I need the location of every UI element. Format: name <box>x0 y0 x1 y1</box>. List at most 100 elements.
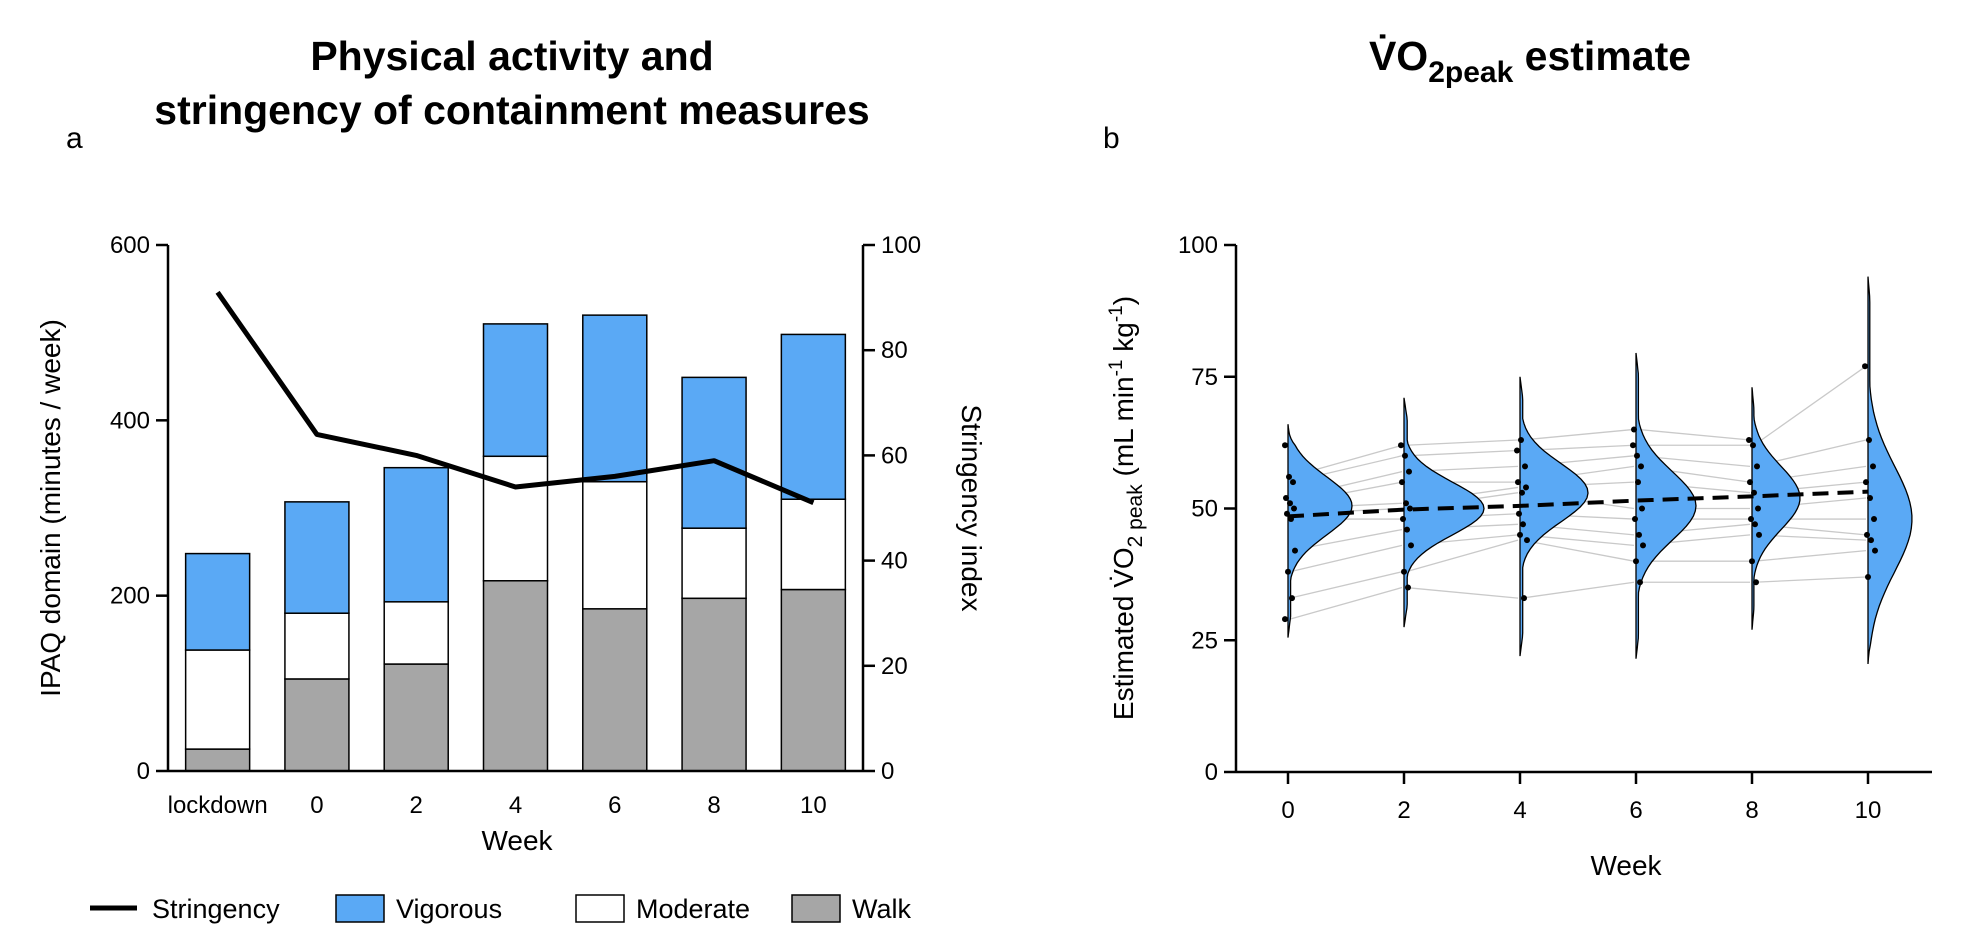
violin-week-6 <box>1635 352 1697 659</box>
panel-b-x-label: Week <box>1590 850 1662 881</box>
bar-vigorous-lockdown <box>184 552 251 651</box>
panel-b-y-label-exp1: -1 <box>1106 360 1127 377</box>
data-point <box>1516 510 1522 517</box>
x-tick-label: 6 <box>1629 797 1642 824</box>
data-point <box>1518 436 1524 443</box>
bar-moderate-4 <box>482 455 549 582</box>
data-point <box>1862 363 1868 370</box>
data-point <box>1637 579 1643 586</box>
legend-vigorous-label: Vigorous <box>396 894 502 924</box>
data-point <box>1291 505 1297 512</box>
data-point <box>1756 531 1762 538</box>
data-point <box>1868 537 1874 544</box>
y2-tick-label: 40 <box>881 548 908 575</box>
panel-a-letter: a <box>66 122 83 155</box>
data-point <box>1520 521 1526 528</box>
panel-a-y2-label: Stringency index <box>956 404 987 611</box>
x-tick-label: 8 <box>707 792 720 819</box>
panel-b-title: V̇O2peak estimate <box>1369 33 1691 89</box>
x-tick-label: 4 <box>1513 797 1526 824</box>
x-tick-label: 0 <box>310 792 323 819</box>
panel-b-y-label-sub: 2 peak <box>1124 484 1147 548</box>
y-tick-label: 0 <box>1205 759 1218 786</box>
panel-b-x-ticks: 0 2 4 6 8 10 <box>1281 772 1881 824</box>
data-point <box>1749 558 1755 565</box>
subject-connect-line <box>1289 544 1403 573</box>
legend-moderate-label: Moderate <box>636 894 750 924</box>
panel-b-points <box>1282 363 1878 623</box>
bar-walk-4 <box>482 580 549 772</box>
data-point <box>1630 442 1636 449</box>
data-point <box>1640 542 1646 549</box>
panel-b-y-label-close: ) <box>1108 296 1139 305</box>
data-point <box>1519 489 1525 496</box>
subject-connect-line <box>1405 439 1519 446</box>
panel-b-title-rest: estimate <box>1513 33 1691 79</box>
violin-week-8 <box>1751 387 1801 630</box>
panel-b-violins <box>1287 276 1913 665</box>
bar-walk-8 <box>681 597 747 772</box>
bar-vigorous-8 <box>681 376 747 529</box>
data-point <box>1750 442 1756 449</box>
data-point <box>1524 537 1530 544</box>
violin-week-4 <box>1519 376 1589 657</box>
violin-week-10 <box>1867 276 1913 665</box>
y2-tick-label: 80 <box>881 337 908 364</box>
panel-b-title-sub: 2peak <box>1428 56 1513 89</box>
data-point <box>1521 595 1527 602</box>
data-point <box>1282 616 1288 623</box>
data-point <box>1865 574 1871 581</box>
data-point <box>1403 500 1409 507</box>
panel-a-x-label: Week <box>481 825 553 856</box>
data-point <box>1867 494 1873 501</box>
data-point <box>1631 426 1637 433</box>
bar-walk-2 <box>383 663 449 772</box>
data-point <box>1283 494 1289 501</box>
panel-b-y-label: Estimated V̇O2 peak (mL min-1 kg-1) <box>1106 296 1147 720</box>
data-point <box>1290 479 1296 486</box>
mean-trend-line <box>1287 489 1869 519</box>
data-point <box>1639 505 1645 512</box>
subject-connect-line <box>1405 586 1519 599</box>
x-tick-label: 0 <box>1281 797 1294 824</box>
panel-b-violin-chart: V̇O2peak estimate b 0 25 50 75 100 0 2 4 6 8 10 W… <box>1103 33 1932 881</box>
panel-a-bar-chart: Physical activity and stringency of cont… <box>35 33 987 924</box>
data-point <box>1633 558 1639 565</box>
data-point <box>1517 531 1523 538</box>
data-point <box>1286 473 1292 480</box>
panel-b-letter: b <box>1103 122 1120 155</box>
bar-walk-lockdown <box>184 748 251 772</box>
data-point <box>1632 516 1638 523</box>
data-point <box>1752 521 1758 528</box>
y-tick-label: 25 <box>1191 627 1218 654</box>
panel-b-y-label-main: Estimated V̇O <box>1108 547 1139 720</box>
x-tick-label: lockdown <box>168 792 268 819</box>
subject-connect-line <box>1289 586 1403 620</box>
subject-connect-line <box>1405 449 1519 457</box>
data-point <box>1285 568 1291 575</box>
data-point <box>1864 531 1870 538</box>
panel-b-y-label-unit: (mL min <box>1108 376 1139 484</box>
data-point <box>1522 463 1528 470</box>
data-point <box>1292 547 1298 554</box>
panel-b-y-label-exp2: -1 <box>1106 305 1127 322</box>
panel-b-y-ticks: 0 25 50 75 100 <box>1178 232 1236 786</box>
panel-a-bars <box>184 314 847 772</box>
data-point <box>1746 436 1752 443</box>
data-point <box>1408 542 1414 549</box>
panel-a-y2-ticks: 0 20 40 60 80 100 <box>863 232 921 785</box>
subject-connect-line <box>1521 428 1635 441</box>
data-point <box>1872 547 1878 554</box>
panel-a-y-ticks: 0 200 400 600 <box>110 232 168 785</box>
data-point <box>1636 531 1642 538</box>
subject-connect-line <box>1521 539 1635 562</box>
x-tick-label: 4 <box>509 792 522 819</box>
panel-a-title-line2: stringency of containment measures <box>154 87 869 133</box>
data-point <box>1402 452 1408 459</box>
subject-connect-line <box>1521 581 1635 599</box>
x-tick-label: 10 <box>800 792 827 819</box>
data-point <box>1755 505 1761 512</box>
x-tick-label: 2 <box>410 792 423 819</box>
data-point <box>1871 516 1877 523</box>
bar-walk-0 <box>284 678 350 772</box>
